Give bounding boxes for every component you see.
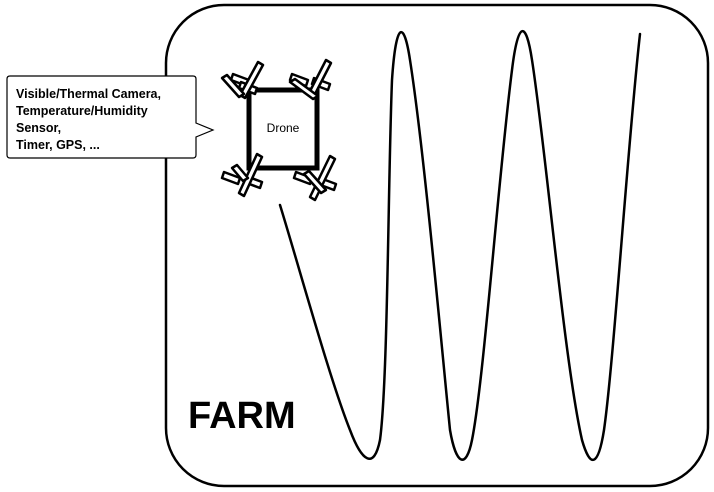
sensor-callout-line: Visible/Thermal Camera, [16, 87, 161, 101]
drone-rotor-top-right [288, 58, 333, 101]
sensor-callout-line: Temperature/Humidity [16, 104, 148, 118]
drone-body [246, 87, 320, 171]
sensor-callout-text: Visible/Thermal Camera, Temperature/Humi… [16, 86, 206, 154]
sensor-callout-line: Timer, GPS, ... [16, 138, 100, 152]
drone-icon [220, 58, 338, 202]
drone-rotor-bottom-left [220, 152, 264, 198]
drone-flight-path [278, 30, 642, 462]
drone-label: Drone [266, 121, 300, 135]
sensor-callout-bubble [6, 75, 215, 159]
sensor-callout-line: Sensor, [16, 121, 62, 135]
farm-label: FARM [188, 395, 296, 437]
drone-rotor-top-left [220, 60, 265, 100]
drone-rotor-bottom-right [292, 154, 338, 202]
